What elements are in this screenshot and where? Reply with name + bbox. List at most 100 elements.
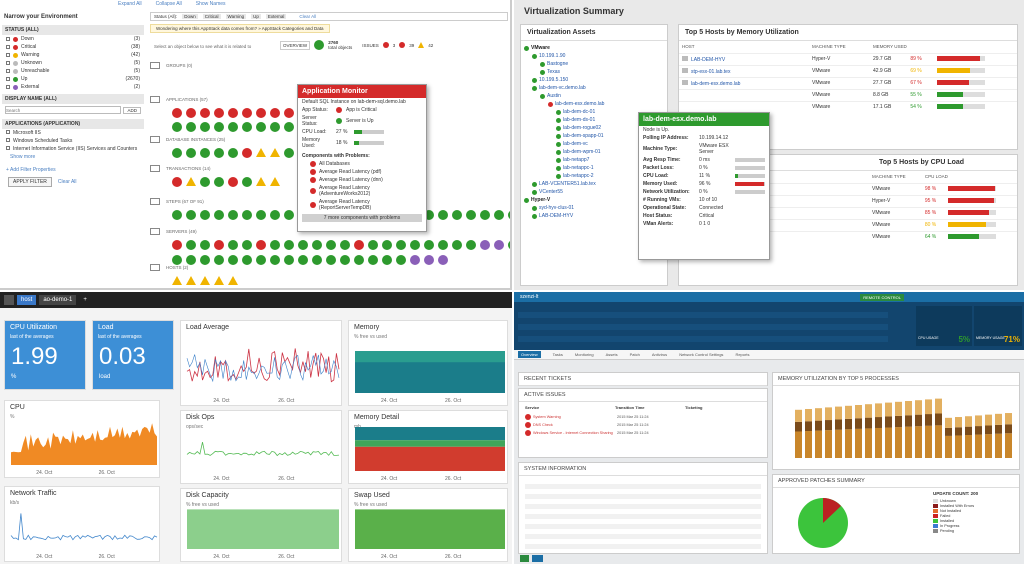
- checkbox-icon[interactable]: [6, 45, 10, 49]
- critical-node-icon[interactable]: [242, 148, 252, 158]
- host-cell[interactable]: stp-esx-01.lab.tex: [679, 64, 809, 77]
- group-header[interactable]: DATABASE INSTANCES (25): [150, 136, 225, 143]
- tree-node[interactable]: lab-dem-ds-01: [524, 116, 664, 124]
- tab-patch[interactable]: Patch: [629, 352, 640, 357]
- up-node-icon[interactable]: [228, 122, 238, 132]
- host-cell[interactable]: LAB-DEM-HYV: [679, 52, 809, 65]
- filter-tag[interactable]: Critical: [202, 14, 221, 19]
- up-node-icon[interactable]: [200, 255, 210, 265]
- critical-node-icon[interactable]: [256, 240, 266, 250]
- up-node-icon[interactable]: [438, 210, 448, 220]
- issue-row[interactable]: Windows Service - Internet Connection Sh…: [519, 429, 767, 437]
- up-node-icon[interactable]: [466, 210, 476, 220]
- load-card[interactable]: Load last of the averages 0.03 load: [92, 320, 174, 390]
- external-node-icon[interactable]: [480, 240, 490, 250]
- status-filter-item[interactable]: Down (3): [2, 35, 144, 43]
- warning-icon[interactable]: [186, 177, 196, 186]
- checkbox-icon[interactable]: [6, 77, 10, 81]
- filter-tag[interactable]: External: [265, 14, 287, 19]
- apply-filter-button[interactable]: APPLY FILTER: [8, 177, 52, 187]
- up-node-icon[interactable]: [228, 148, 238, 158]
- component-item[interactable]: All Databases: [298, 160, 426, 168]
- up-node-icon[interactable]: [284, 148, 294, 158]
- add-button[interactable]: ADD: [123, 106, 141, 114]
- tree-node[interactable]: 10.199.5.150: [524, 76, 664, 84]
- critical-node-icon[interactable]: [214, 240, 224, 250]
- expand-all-link[interactable]: Expand All: [118, 1, 142, 7]
- group-header[interactable]: HOSTS (2): [150, 264, 188, 271]
- warning-icon[interactable]: [270, 148, 280, 157]
- up-node-icon[interactable]: [298, 255, 308, 265]
- checkbox-icon[interactable]: [6, 69, 10, 73]
- info-banner[interactable]: Wondering where this AppStack data comes…: [150, 24, 330, 33]
- tree-node[interactable]: lab-netappc-2: [524, 172, 664, 180]
- critical-node-icon[interactable]: [172, 240, 182, 250]
- up-node-icon[interactable]: [186, 255, 196, 265]
- tab-antivirus[interactable]: Antivirus: [651, 352, 668, 357]
- up-node-icon[interactable]: [354, 255, 364, 265]
- up-node-icon[interactable]: [452, 240, 462, 250]
- tree-node[interactable]: Texas: [524, 68, 664, 76]
- tree-node[interactable]: lab-dem-vc: [524, 140, 664, 148]
- tab-host-name[interactable]: ao-demo-1: [39, 295, 77, 305]
- up-node-icon[interactable]: [200, 240, 210, 250]
- warning-icon[interactable]: [214, 276, 224, 285]
- host-row[interactable]: stp-esx-01.lab.tex VMware 42.9 GB 69 %: [679, 64, 1017, 77]
- host-cell[interactable]: lab-dem-esx.demo.lab: [679, 76, 809, 89]
- up-node-icon[interactable]: [242, 210, 252, 220]
- status-filter-item[interactable]: External (2): [2, 83, 144, 91]
- up-node-icon[interactable]: [214, 148, 224, 158]
- up-node-icon[interactable]: [172, 122, 182, 132]
- issues-down[interactable]: 3: [392, 42, 396, 48]
- up-node-icon[interactable]: [256, 122, 266, 132]
- up-node-icon[interactable]: [480, 210, 490, 220]
- tab-overview[interactable]: Overview: [518, 351, 541, 358]
- group-header[interactable]: TRANSACTIONS (14): [150, 165, 211, 172]
- external-node-icon[interactable]: [494, 240, 504, 250]
- critical-node-icon[interactable]: [200, 108, 210, 118]
- footer-button[interactable]: [532, 555, 543, 562]
- critical-node-icon[interactable]: [172, 177, 182, 187]
- up-node-icon[interactable]: [438, 240, 448, 250]
- up-node-icon[interactable]: [368, 240, 378, 250]
- up-node-icon[interactable]: [186, 148, 196, 158]
- checkbox-icon[interactable]: [6, 53, 10, 57]
- up-node-icon[interactable]: [508, 210, 510, 220]
- component-item[interactable]: Average Read Latency (pdf): [298, 168, 426, 176]
- critical-node-icon[interactable]: [186, 108, 196, 118]
- up-node-icon[interactable]: [200, 210, 210, 220]
- host-name[interactable]: stp-esx-01.lab.tex: [691, 68, 731, 75]
- up-node-icon[interactable]: [382, 255, 392, 265]
- status-filter-item[interactable]: Warning (42): [2, 51, 144, 59]
- up-node-icon[interactable]: [452, 210, 462, 220]
- checkbox-icon[interactable]: [6, 130, 10, 134]
- host-row[interactable]: VMware 17.1 GB 54 %: [679, 100, 1017, 113]
- component-item[interactable]: Average Read Latency (dnn): [298, 176, 426, 184]
- critical-node-icon[interactable]: [214, 108, 224, 118]
- group-header[interactable]: APPLICATIONS (57): [150, 96, 208, 103]
- tab-reports[interactable]: Reports: [735, 352, 750, 357]
- up-node-icon[interactable]: [172, 210, 182, 220]
- app-filter-item[interactable]: Internet Information Service (IIS) Servi…: [2, 145, 144, 153]
- tree-node[interactable]: 10.199.1.90: [524, 52, 664, 60]
- critical-node-icon[interactable]: [228, 177, 238, 187]
- up-node-icon[interactable]: [242, 122, 252, 132]
- tree-node[interactable]: lab-dem-wpm-01: [524, 148, 664, 156]
- warning-icon[interactable]: [186, 276, 196, 285]
- cpu-card[interactable]: CPU% 24. Oct 26. Oct: [4, 400, 160, 478]
- up-node-icon[interactable]: [270, 122, 280, 132]
- tree-node[interactable]: lab-netappc-1: [524, 164, 664, 172]
- warning-icon[interactable]: [270, 177, 280, 186]
- status-filter-item[interactable]: Unknown (5): [2, 59, 144, 67]
- host-cell[interactable]: [679, 88, 809, 101]
- up-node-icon[interactable]: [340, 255, 350, 265]
- collapse-all-link[interactable]: Collapse All: [155, 1, 182, 7]
- critical-node-icon[interactable]: [242, 108, 252, 118]
- tab-network-control-settings[interactable]: Network Control Settings: [679, 352, 724, 357]
- up-node-icon[interactable]: [172, 255, 182, 265]
- critical-node-icon[interactable]: [354, 240, 364, 250]
- applications-header[interactable]: APPLICATIONS (APPLICATION): [2, 119, 144, 129]
- external-node-icon[interactable]: [438, 255, 448, 265]
- checkbox-icon[interactable]: [6, 85, 10, 89]
- app-filter-item[interactable]: Windows Scheduled Tasks: [2, 137, 144, 145]
